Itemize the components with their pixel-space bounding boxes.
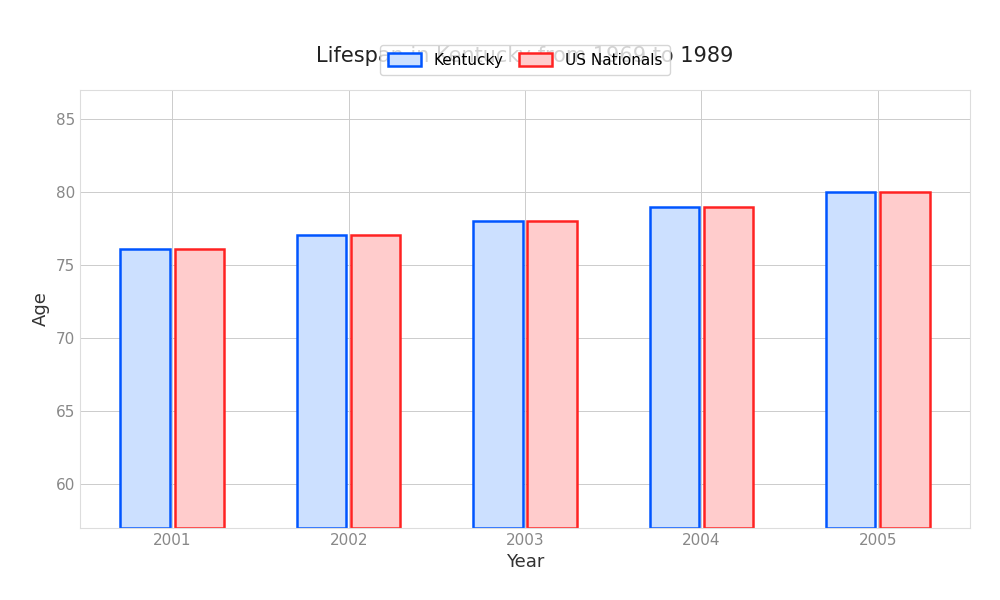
Bar bbox=[527, 221, 577, 528]
Bar bbox=[175, 249, 224, 528]
Bar bbox=[880, 192, 930, 528]
Bar bbox=[826, 192, 875, 528]
Bar bbox=[351, 235, 400, 528]
Title: Lifespan in Kentucky from 1969 to 1989: Lifespan in Kentucky from 1969 to 1989 bbox=[316, 46, 734, 66]
Bar bbox=[297, 235, 346, 528]
Bar bbox=[704, 207, 753, 528]
Bar bbox=[650, 207, 699, 528]
X-axis label: Year: Year bbox=[506, 553, 544, 571]
Legend: Kentucky, US Nationals: Kentucky, US Nationals bbox=[380, 45, 670, 76]
Bar bbox=[120, 249, 170, 528]
Bar bbox=[473, 221, 523, 528]
Y-axis label: Age: Age bbox=[32, 292, 50, 326]
